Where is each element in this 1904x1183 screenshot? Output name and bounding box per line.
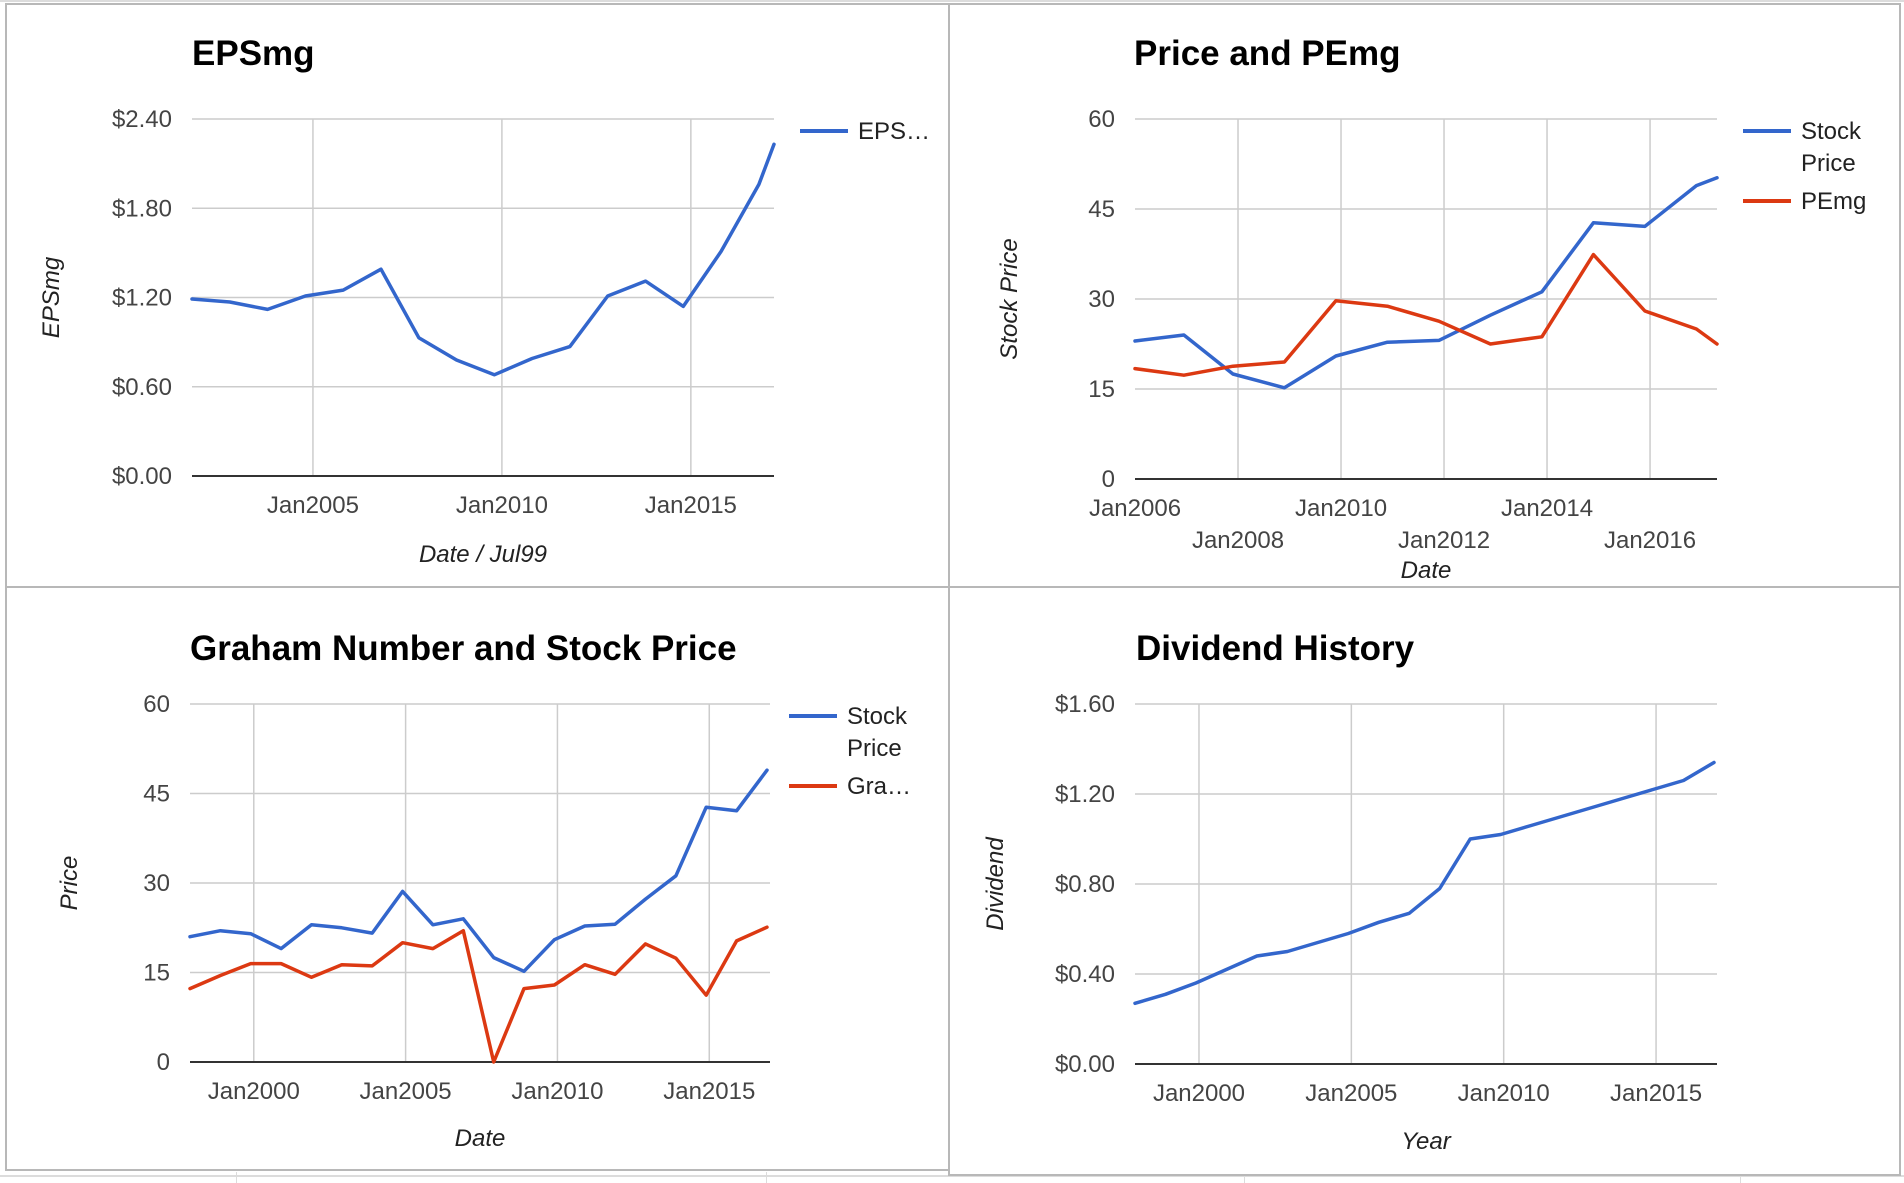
- y-tick-label: $0.40: [1055, 961, 1115, 988]
- x-tick-label: Jan2015: [645, 492, 737, 519]
- chart-svg: Price and PEmg 0 15 30 45 60 Jan2006 Jan2008 Jan…: [996, 34, 1866, 584]
- x-axis-title: Date / Jul99: [419, 541, 547, 568]
- y-axis-title: Price: [56, 856, 83, 911]
- y-tick-label: 30: [1088, 286, 1115, 313]
- chart-price-and-pemg[interactable]: Price and PEmg 0 15 30 45 60 Jan2006 Jan2008 Jan…: [948, 3, 1901, 588]
- chart-svg: Dividend History $0.00 $0.40 $0.80 $1.20 $1.6…: [982, 629, 1717, 1155]
- chart-title: EPSmg: [192, 34, 315, 73]
- x-axis-title: Date: [455, 1125, 506, 1152]
- y-tick-label: $1.20: [112, 285, 172, 312]
- x-tick-label: Jan2015: [1610, 1080, 1702, 1107]
- x-tick-label: Jan2005: [267, 492, 359, 519]
- sheet-gridline: [766, 1172, 767, 1183]
- x-tick-label: Jan2000: [1153, 1080, 1245, 1107]
- series-line-0[interactable]: [190, 142, 776, 377]
- legend-label: EPS…: [858, 118, 930, 145]
- x-tick-label: Jan2010: [511, 1078, 603, 1105]
- y-tick-label: 60: [1088, 106, 1115, 133]
- y-tick-label: 0: [157, 1049, 170, 1076]
- sheet-gridline: [0, 0, 1904, 2]
- sheet-gridline: [1740, 1172, 1741, 1183]
- chart-svg: EPSmg $0.00 $0.60 $1.20 $1.80 $2.40 Jan2005 Jan…: [38, 34, 930, 568]
- series-line-0[interactable]: [1133, 176, 1719, 390]
- y-tick-label: 45: [143, 781, 170, 808]
- y-axis-title: Stock Price: [996, 238, 1023, 359]
- y-tick-label: $0.00: [112, 463, 172, 490]
- y-tick-label: $1.20: [1055, 781, 1115, 808]
- y-tick-label: $0.60: [112, 374, 172, 401]
- sheet-gridline: [236, 1172, 237, 1183]
- y-tick-label: 30: [143, 870, 170, 897]
- x-tick-label: Jan2010: [1295, 495, 1387, 522]
- chart-title: Price and PEmg: [1134, 34, 1400, 73]
- x-tick-label: Jan2010: [1458, 1080, 1550, 1107]
- x-tick-label: Jan2006: [1089, 495, 1181, 522]
- chart-dividend-history[interactable]: Dividend History $0.00 $0.40 $0.80 $1.20 $1.6…: [948, 586, 1901, 1176]
- sheet-gridline: [1244, 1172, 1245, 1183]
- legend-label: PEmg: [1801, 188, 1866, 215]
- y-tick-label: $2.40: [112, 106, 172, 133]
- x-tick-label: Jan2005: [360, 1078, 452, 1105]
- series-line-1[interactable]: [1133, 252, 1719, 377]
- y-tick-label: 0: [1102, 466, 1115, 493]
- y-tick-label: $0.80: [1055, 871, 1115, 898]
- legend-label: Stock Price: [1801, 118, 1862, 177]
- y-tick-label: $0.00: [1055, 1051, 1115, 1078]
- series-line-0[interactable]: [188, 768, 769, 974]
- x-axis-title: Year: [1401, 1128, 1451, 1155]
- legend-label: Stock Price: [847, 703, 908, 762]
- x-tick-label: Jan2014: [1501, 495, 1593, 522]
- y-tick-label: $1.60: [1055, 691, 1115, 718]
- chart-svg: Graham Number and Stock Price 0 15 30 45 60 Ja…: [56, 629, 911, 1152]
- y-axis-title: Dividend: [982, 837, 1009, 931]
- x-tick-label: Jan2005: [1305, 1080, 1397, 1107]
- y-axis-title: EPSmg: [38, 256, 65, 338]
- chart-epsmg[interactable]: EPSmg $0.00 $0.60 $1.20 $1.80 $2.40 Jan2005 Jan…: [5, 3, 950, 588]
- y-tick-label: 15: [1088, 376, 1115, 403]
- x-tick-label: Jan2000: [208, 1078, 300, 1105]
- x-tick-label: Jan2012: [1398, 527, 1490, 554]
- chart-title: Graham Number and Stock Price: [190, 629, 737, 668]
- y-tick-label: 45: [1088, 196, 1115, 223]
- legend-label: Gra…: [847, 773, 911, 800]
- y-tick-label: 15: [143, 960, 170, 987]
- x-tick-label: Jan2016: [1604, 527, 1696, 554]
- x-tick-label: Jan2010: [456, 492, 548, 519]
- sheet-gridline: [0, 1175, 1904, 1177]
- x-axis-title: Date: [1401, 557, 1452, 584]
- x-tick-label: Jan2008: [1192, 527, 1284, 554]
- series-line-1[interactable]: [188, 925, 769, 1064]
- y-tick-label: 60: [143, 691, 170, 718]
- chart-graham-number-and-stock-price[interactable]: Graham Number and Stock Price 0 15 30 45 60 Ja…: [5, 586, 950, 1171]
- series-line-0[interactable]: [1133, 760, 1716, 1006]
- x-tick-label: Jan2015: [663, 1078, 755, 1105]
- chart-title: Dividend History: [1136, 629, 1415, 668]
- y-tick-label: $1.80: [112, 195, 172, 222]
